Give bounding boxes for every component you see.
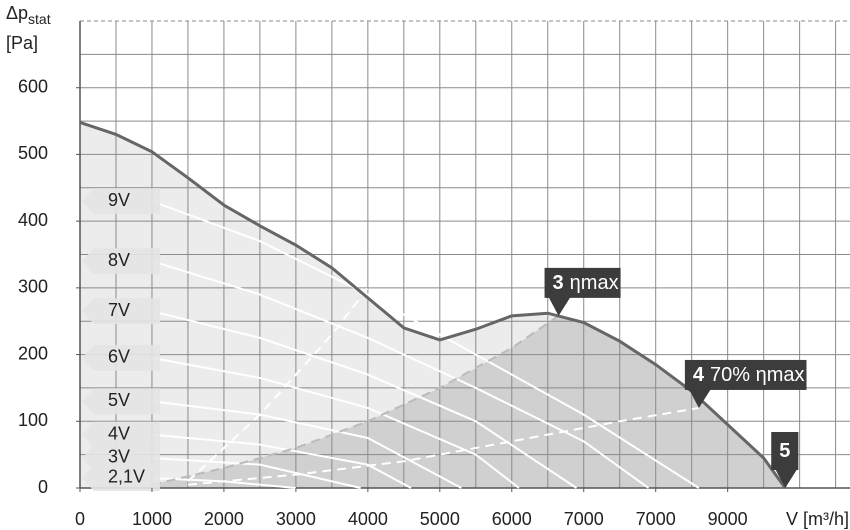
legend-tag	[82, 298, 160, 325]
annotation: 4 70% ηmax	[684, 359, 807, 408]
annotation-text: ηmax	[570, 272, 619, 294]
y-tick-label: 0	[38, 477, 48, 497]
legend-label: 7V	[108, 300, 130, 320]
efficiency-line	[187, 406, 700, 486]
speed-line	[151, 400, 462, 489]
y-tick-label: 500	[18, 143, 48, 163]
legend-tag	[82, 388, 160, 415]
annotation-text: 70% ηmax	[710, 364, 805, 386]
x-axis-title: V [m³/h]	[786, 509, 849, 529]
annotation: 3 ηmax	[544, 267, 621, 316]
y-axis-unit: [Pa]	[6, 33, 38, 53]
x-tick-label: 5000	[420, 509, 460, 529]
annotation-pointer	[548, 296, 571, 316]
area-efficient	[151, 315, 786, 488]
x-tick-label: 7000	[636, 509, 676, 529]
y-axis-subscript: stat	[28, 11, 51, 27]
speed-line	[151, 310, 578, 489]
annotation-pointer	[775, 469, 798, 488]
annotation-label: 5	[779, 440, 790, 462]
y-axis-title: Δpstat	[6, 3, 51, 27]
x-tick-label: 0	[75, 509, 85, 529]
x-tick-label: 7000	[564, 509, 604, 529]
legend-tag	[82, 444, 160, 471]
y-tick-label: 400	[18, 210, 48, 230]
annotation-box	[544, 267, 621, 298]
x-tick-label: 9000	[708, 509, 748, 529]
annotation-pointer	[688, 388, 711, 408]
y-tick-label: 600	[18, 76, 48, 96]
legend-tag	[82, 188, 160, 215]
efficiency-line	[151, 315, 560, 486]
legend-tag	[82, 344, 160, 371]
y-tick-label: 300	[18, 277, 48, 297]
y-axis-symbol: Δp	[6, 3, 28, 23]
legend-label: 6V	[108, 347, 130, 367]
y-tick-label: 100	[18, 410, 48, 430]
legend-label: 3V	[108, 447, 130, 467]
legend-label: 4V	[108, 423, 130, 443]
annotation-box	[771, 432, 799, 470]
legend-label: 2,1V	[108, 467, 145, 487]
legend-tag	[82, 464, 160, 491]
legend-label: 8V	[108, 250, 130, 270]
annotation: 5	[771, 432, 799, 488]
annotation-label: 3 ηmax	[553, 272, 619, 294]
legend-tag	[82, 421, 160, 448]
max-curve	[79, 120, 787, 489]
annotation-number: 4	[693, 364, 705, 386]
annotation-label: 4 70% ηmax	[693, 364, 805, 386]
x-tick-label: 6000	[492, 509, 532, 529]
y-tick-label: 200	[18, 343, 48, 363]
speed-line	[151, 456, 361, 489]
x-tick-label: 4000	[348, 509, 388, 529]
legend-label: 5V	[108, 390, 130, 410]
legend-label: 9V	[108, 190, 130, 210]
x-tick-label: 2000	[204, 509, 244, 529]
legend-tag	[82, 248, 160, 275]
speed-line	[151, 433, 412, 489]
speed-line	[151, 200, 700, 489]
speed-line	[151, 260, 650, 489]
x-tick-label: 1000	[132, 509, 172, 529]
annotation-box	[684, 359, 807, 390]
x-tick-label: 3000	[276, 509, 316, 529]
efficiency-line	[187, 287, 369, 483]
annotation-number: 5	[779, 440, 790, 462]
annotation-number: 3	[553, 272, 564, 294]
speed-line	[151, 356, 520, 489]
